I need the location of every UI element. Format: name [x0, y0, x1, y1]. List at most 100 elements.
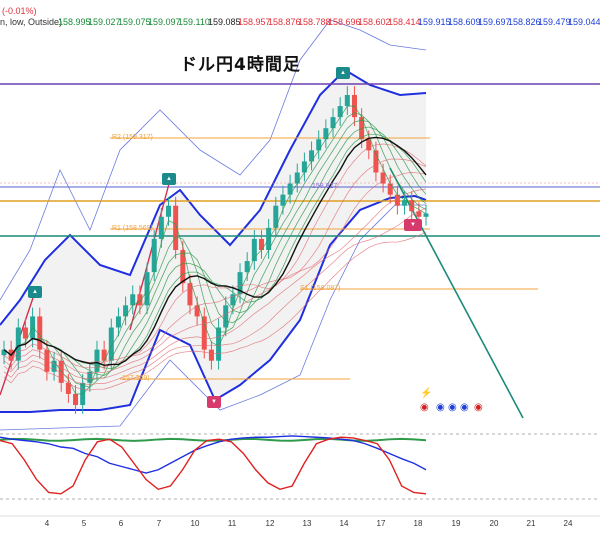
ma-value-2: 159.075 — [118, 17, 151, 27]
candle-body-9 — [65, 382, 71, 394]
bollinger-bands — [0, 19, 427, 431]
trend-line-2 — [129, 179, 171, 331]
ma-value-5: 159.085 — [208, 17, 241, 27]
candle-body-27 — [194, 305, 200, 317]
candle-body-56 — [402, 200, 408, 206]
x-tick-10: 10 — [190, 519, 200, 528]
ma-value-0: 158.995 — [58, 17, 91, 27]
candle-body-26 — [187, 283, 193, 306]
ma-value-13: 158.609 — [448, 17, 481, 27]
candle-body-43 — [309, 150, 315, 162]
ma-value-8: 158.788 — [298, 17, 331, 27]
s1-label: S1 (158.087) — [300, 285, 341, 292]
candle-body-15 — [108, 327, 114, 361]
ma-value-16: 159.479 — [538, 17, 571, 27]
candle-body-12 — [87, 371, 93, 383]
x-tick-14: 14 — [339, 519, 349, 528]
signal-marker-1[interactable]: ▲ — [28, 286, 42, 298]
ma-value-17: 159.044 — [568, 17, 600, 27]
candle-body-46 — [330, 117, 336, 129]
candle-body-32 — [230, 294, 236, 306]
ma-value-14: 159.697 — [478, 17, 511, 27]
candle-body-47 — [337, 106, 343, 118]
candle-body-23 — [166, 205, 172, 217]
us-flag-icon[interactable]: ◉ — [436, 402, 445, 413]
candle-body-44 — [316, 139, 322, 151]
ma-red-5 — [3, 231, 427, 391]
event-icon-2[interactable]: ◉ — [474, 402, 483, 413]
x-tick-7: 7 — [156, 519, 162, 528]
candle-body-33 — [237, 272, 243, 295]
candle-body-29 — [208, 349, 214, 361]
signal-marker-2[interactable]: ▲ — [162, 173, 176, 185]
ma-red-2 — [3, 172, 427, 374]
x-tick-17: 17 — [376, 519, 386, 528]
ma-label: n, low, Outside) — [0, 17, 63, 27]
ma-red-3 — [3, 188, 427, 380]
ma-black — [3, 136, 427, 367]
event-icon[interactable]: ◉ — [420, 402, 429, 413]
oscillator-panel — [0, 435, 427, 495]
ma-red-1 — [3, 158, 427, 369]
us-flag-icon-3[interactable]: ◉ — [460, 402, 469, 413]
candle-body-10 — [73, 393, 79, 405]
bb-outer-lower — [0, 204, 426, 431]
ma-value-1: 159.027 — [88, 17, 121, 27]
ma-value-11: 158.414 — [388, 17, 421, 27]
candle-body-55 — [394, 194, 400, 206]
chart-title: ドル円4時間足 — [180, 55, 301, 75]
signal-marker-5[interactable]: ▼ — [404, 219, 422, 231]
candle-body-36 — [258, 238, 264, 250]
x-tick-21: 21 — [526, 519, 536, 528]
us-flag-icon-2[interactable]: ◉ — [448, 402, 457, 413]
ma-green-2 — [3, 119, 427, 382]
candle-body-24 — [173, 205, 179, 250]
candle-body-18 — [130, 294, 136, 306]
ma-value-9: 158.696 — [328, 17, 361, 27]
lightning-icon[interactable]: ⚡ — [420, 388, 433, 399]
x-tick-24: 24 — [563, 519, 573, 528]
candle-body-16 — [115, 316, 121, 328]
candle-body-2 — [15, 327, 21, 361]
candle-body-20 — [144, 272, 150, 306]
candle-body-58 — [416, 211, 422, 217]
signal-marker-3[interactable]: ▲ — [336, 67, 350, 79]
change-text: (-0.01%) — [2, 6, 37, 16]
x-tick-5: 5 — [81, 519, 87, 528]
x-tick-4: 4 — [44, 519, 50, 528]
candle-body-51 — [366, 139, 372, 151]
candle-body-22 — [158, 216, 164, 239]
candle-body-59 — [423, 213, 429, 217]
candle-body-53 — [380, 172, 386, 184]
candle-body-38 — [273, 205, 279, 228]
last-price-label: 158.827 — [312, 183, 338, 190]
indicator-header: (-0.01%) n, low, Outside) 158.995 159.027… — [0, 0, 600, 30]
osc-blue — [0, 435, 427, 474]
candle-body-19 — [137, 294, 143, 306]
candle-body-28 — [201, 316, 207, 350]
ma-green-3 — [3, 126, 427, 376]
candle-body-48 — [344, 95, 350, 107]
candle-body-40 — [287, 183, 293, 195]
candle-body-35 — [251, 238, 257, 262]
s2-label: 157.349) — [122, 375, 150, 382]
bb-outer-upper — [0, 19, 427, 301]
osc-red — [0, 436, 427, 495]
ma-red-4 — [3, 207, 427, 385]
candle-body-0 — [1, 349, 7, 356]
bb-lower — [0, 194, 427, 413]
candle-body-54 — [387, 183, 393, 195]
x-tick-11: 11 — [227, 519, 237, 528]
ma-value-4: 159.110 — [178, 17, 210, 27]
candle-body-14 — [101, 349, 107, 361]
signal-marker-4[interactable]: ▼ — [207, 396, 221, 408]
candle-body-41 — [294, 172, 300, 184]
x-tick-18: 18 — [413, 519, 423, 528]
candle-body-21 — [151, 238, 157, 273]
x-tick-13: 13 — [302, 519, 312, 528]
candle-body-17 — [123, 305, 129, 317]
candle-body-45 — [323, 128, 329, 140]
candle-body-42 — [301, 161, 307, 173]
candle-body-13 — [94, 349, 100, 372]
ma-value-12: 159.915 — [418, 17, 451, 27]
